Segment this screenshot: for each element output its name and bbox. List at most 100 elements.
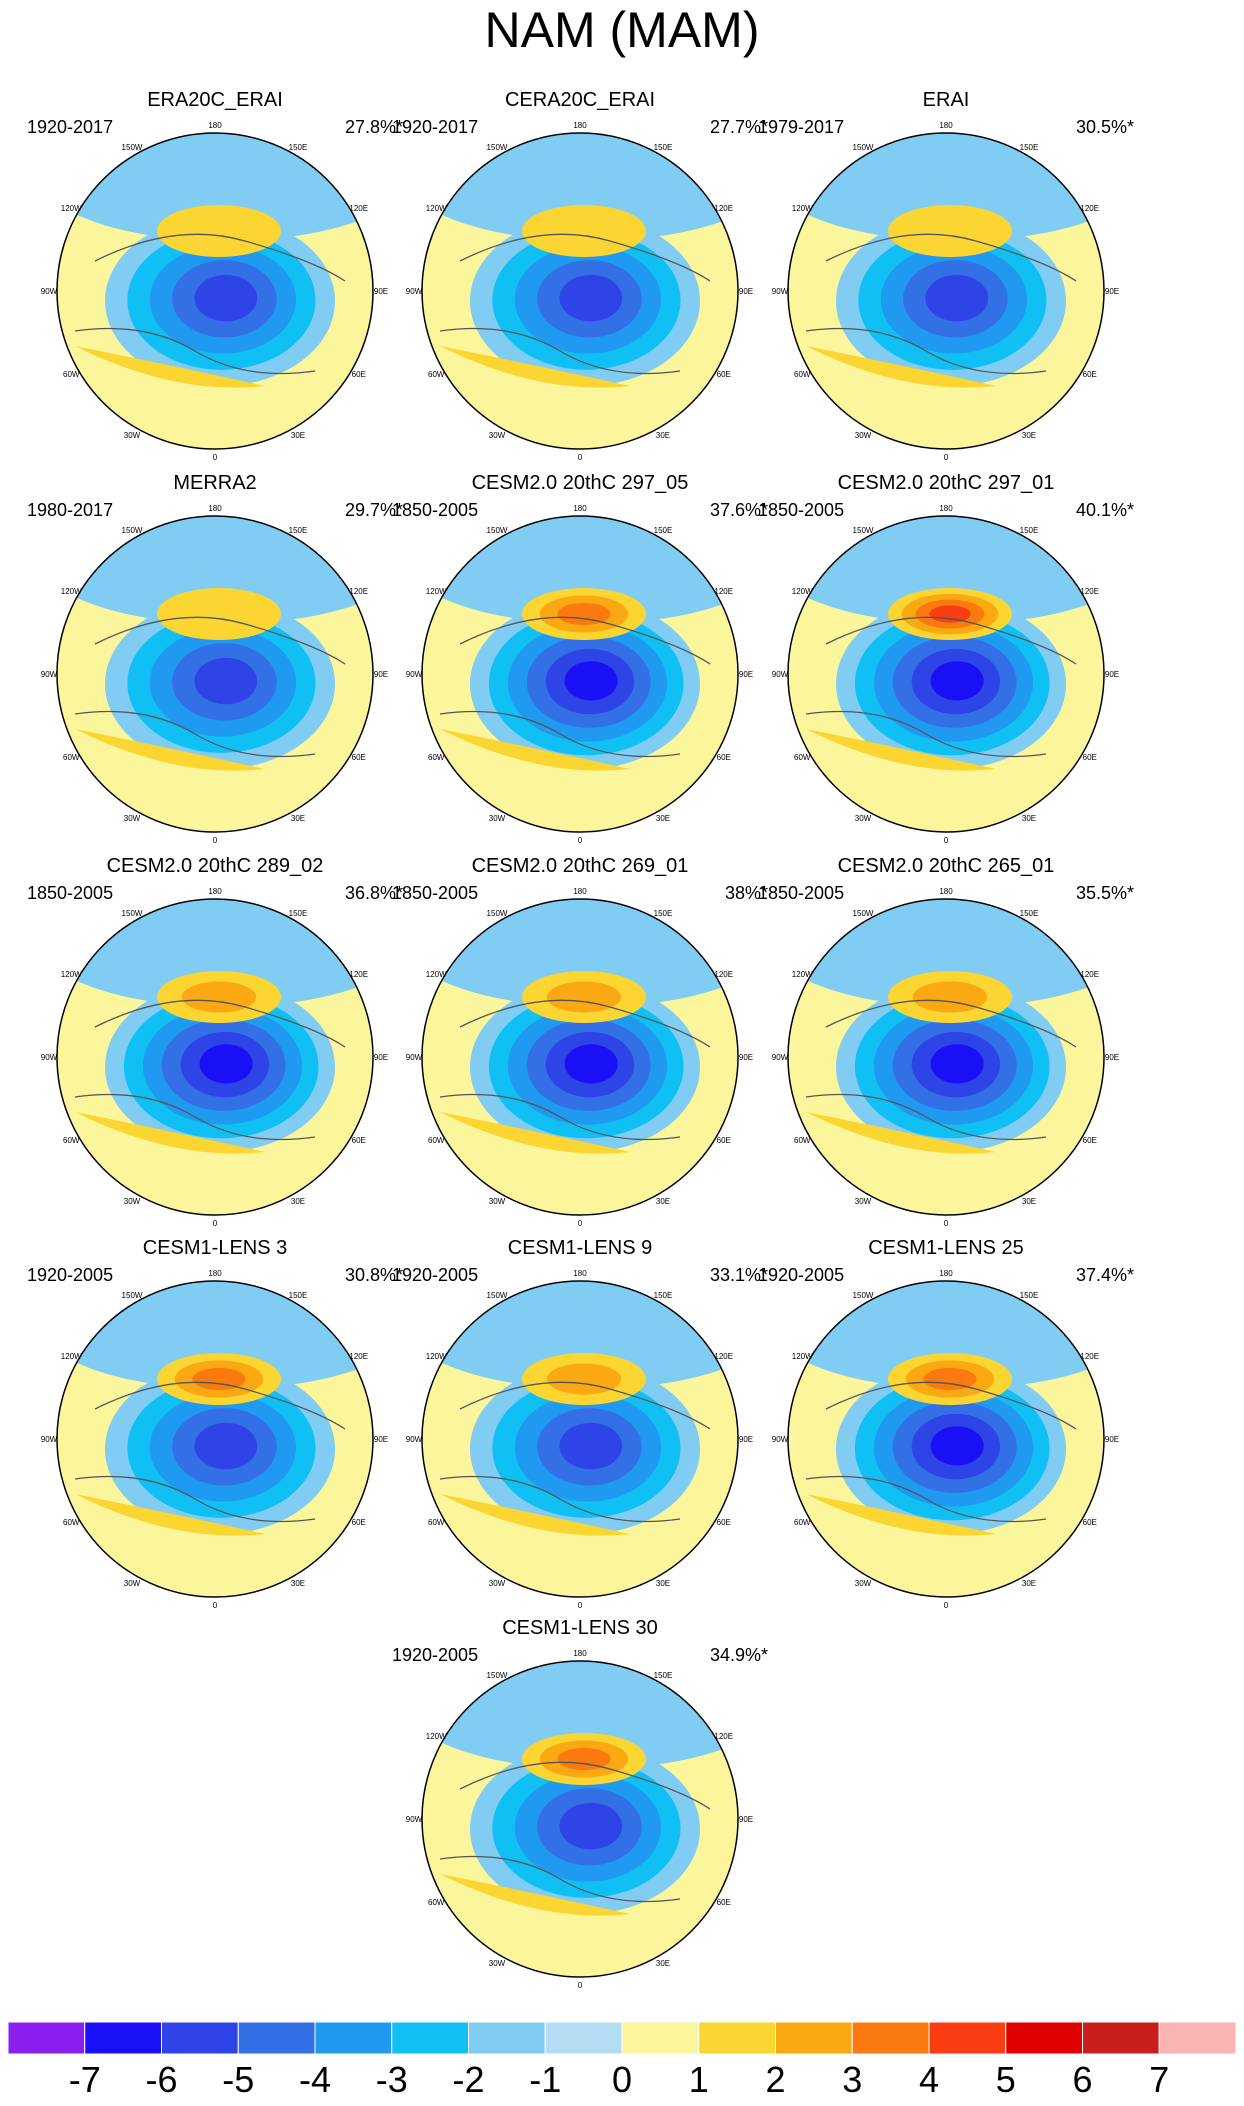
panel-variance: 38%* bbox=[724, 883, 768, 903]
panel-variance: 35.5%* bbox=[1075, 883, 1134, 903]
contour-level bbox=[806, 346, 996, 388]
map-boundary bbox=[787, 515, 1105, 833]
longitude-label: 90W bbox=[772, 287, 789, 296]
longitude-label: 30E bbox=[1022, 1197, 1036, 1206]
colorbar-swatch bbox=[698, 2022, 776, 2055]
colorbar-swatch bbox=[161, 2022, 239, 2055]
longitude-label: 0 bbox=[578, 1601, 583, 1610]
contour-field bbox=[57, 133, 373, 449]
contour-level bbox=[564, 661, 618, 701]
contour-level bbox=[557, 1747, 611, 1771]
panel-variance: 37.4%* bbox=[1075, 1265, 1134, 1285]
longitude-label: 60E bbox=[1083, 1136, 1097, 1145]
longitude-label: 150E bbox=[1020, 909, 1039, 918]
map-boundary bbox=[421, 1280, 739, 1598]
map-boundary bbox=[421, 1660, 739, 1978]
contour-level bbox=[440, 346, 630, 388]
longitude-label: 150W bbox=[122, 143, 143, 152]
longitude-label: 60W bbox=[794, 1136, 811, 1145]
polar-map: 180 150E 120E 90E 60E 30E 0 30W 60W 90W 120W 150W bbox=[772, 1269, 1119, 1610]
longitude-label: 30W bbox=[855, 1579, 872, 1588]
longitude-label: 180 bbox=[208, 121, 222, 130]
longitude-label: 180 bbox=[573, 504, 587, 513]
longitude-label: 60E bbox=[717, 1136, 731, 1145]
longitude-label: 150E bbox=[1020, 143, 1039, 152]
contour-level bbox=[806, 1112, 996, 1154]
contour-level bbox=[157, 205, 281, 257]
contour-level bbox=[181, 981, 257, 1013]
panel-years: 1850-2005 bbox=[392, 883, 479, 903]
panel-title: CESM2.0 20thC 297_01 bbox=[837, 472, 1055, 494]
longitude-label: 30W bbox=[855, 814, 872, 823]
longitude-label: 150E bbox=[1020, 1291, 1039, 1300]
polar-map: 180 150E 120E 90E 60E 30E 0 30W 60W 90W 120W 150W bbox=[41, 887, 388, 1228]
colorbar-label: -2 bbox=[452, 2059, 484, 2100]
page-title: NAM (MAM) bbox=[484, 2, 760, 58]
longitude-label: 150E bbox=[654, 143, 673, 152]
longitude-label: 0 bbox=[578, 1981, 583, 1990]
contour-field bbox=[57, 899, 373, 1215]
panel-variance: 40.1%* bbox=[1075, 500, 1134, 520]
longitude-label: 150W bbox=[122, 909, 143, 918]
colorbar-swatch bbox=[1082, 2022, 1160, 2055]
panel-years: 1920-2005 bbox=[27, 1265, 114, 1285]
colorbar-swatch bbox=[468, 2022, 546, 2055]
longitude-label: 90W bbox=[406, 670, 423, 679]
panel-title: ERA20C_ERAI bbox=[147, 89, 283, 111]
longitude-label: 90W bbox=[772, 1435, 789, 1444]
longitude-label: 30E bbox=[291, 431, 305, 440]
longitude-label: 90W bbox=[41, 1435, 58, 1444]
coastline bbox=[439, 999, 711, 1141]
panel-years: 1850-2005 bbox=[758, 500, 845, 520]
longitude-label: 120E bbox=[714, 970, 733, 979]
longitude-label: 0 bbox=[944, 1219, 949, 1228]
contour-field bbox=[788, 133, 1104, 449]
longitude-label: 150W bbox=[122, 526, 143, 535]
longitude-label: 120E bbox=[349, 1352, 368, 1361]
map-panel: CESM2.0 20thC 297_01 1850-2005 40.1%* 180 15… bbox=[738, 472, 1154, 854]
contour-level bbox=[199, 1044, 253, 1084]
longitude-label: 120W bbox=[61, 970, 82, 979]
colorbar-label: -1 bbox=[529, 2059, 561, 2100]
contour-level bbox=[75, 1112, 265, 1154]
longitude-label: 60W bbox=[63, 753, 80, 762]
colorbar-swatch bbox=[391, 2022, 469, 2055]
longitude-label: 120E bbox=[1080, 204, 1099, 213]
panel-variance: 30.5%* bbox=[1075, 117, 1134, 137]
contour-field bbox=[422, 1661, 738, 1977]
longitude-label: 60E bbox=[352, 753, 366, 762]
longitude-label: 90W bbox=[772, 670, 789, 679]
polar-map: 180 150E 120E 90E 60E 30E 0 30W 60W 90W 120W 150W bbox=[772, 504, 1119, 845]
colorbar-label: -5 bbox=[222, 2059, 254, 2100]
panel-title: CESM2.0 20thC 269_01 bbox=[471, 855, 689, 877]
colorbar-label: 0 bbox=[612, 2059, 632, 2100]
longitude-label: 90E bbox=[1105, 1435, 1119, 1444]
longitude-label: 180 bbox=[573, 887, 587, 896]
longitude-label: 90E bbox=[1105, 287, 1119, 296]
panel-title: CESM2.0 20thC 297_05 bbox=[471, 472, 689, 494]
colorbar-swatch bbox=[1158, 2022, 1236, 2055]
longitude-label: 120W bbox=[61, 587, 82, 596]
map-boundary bbox=[421, 132, 739, 450]
longitude-label: 90W bbox=[406, 1815, 423, 1824]
longitude-label: 150E bbox=[289, 909, 308, 918]
panel-years: 1850-2005 bbox=[758, 883, 845, 903]
polar-map: 180 150E 120E 90E 60E 30E 0 30W 60W 90W 120W 150W bbox=[41, 504, 388, 845]
panel-years: 1980-2017 bbox=[27, 500, 114, 520]
longitude-label: 180 bbox=[939, 887, 953, 896]
longitude-label: 150W bbox=[853, 1291, 874, 1300]
longitude-label: 90W bbox=[41, 670, 58, 679]
panel-years: 1920-2017 bbox=[27, 117, 114, 137]
longitude-label: 120E bbox=[714, 587, 733, 596]
longitude-label: 0 bbox=[578, 1219, 583, 1228]
polar-map: 180 150E 120E 90E 60E 30E 0 30W 60W 90W 120W 150W bbox=[772, 887, 1119, 1228]
longitude-label: 120W bbox=[426, 204, 447, 213]
map-boundary bbox=[421, 515, 739, 833]
longitude-label: 90E bbox=[374, 287, 388, 296]
longitude-label: 30E bbox=[656, 1579, 670, 1588]
contour-level bbox=[930, 661, 984, 701]
longitude-label: 0 bbox=[213, 453, 218, 462]
longitude-label: 180 bbox=[939, 121, 953, 130]
panel-title: CESM1-LENS 30 bbox=[502, 1617, 658, 1639]
longitude-label: 30W bbox=[489, 431, 506, 440]
